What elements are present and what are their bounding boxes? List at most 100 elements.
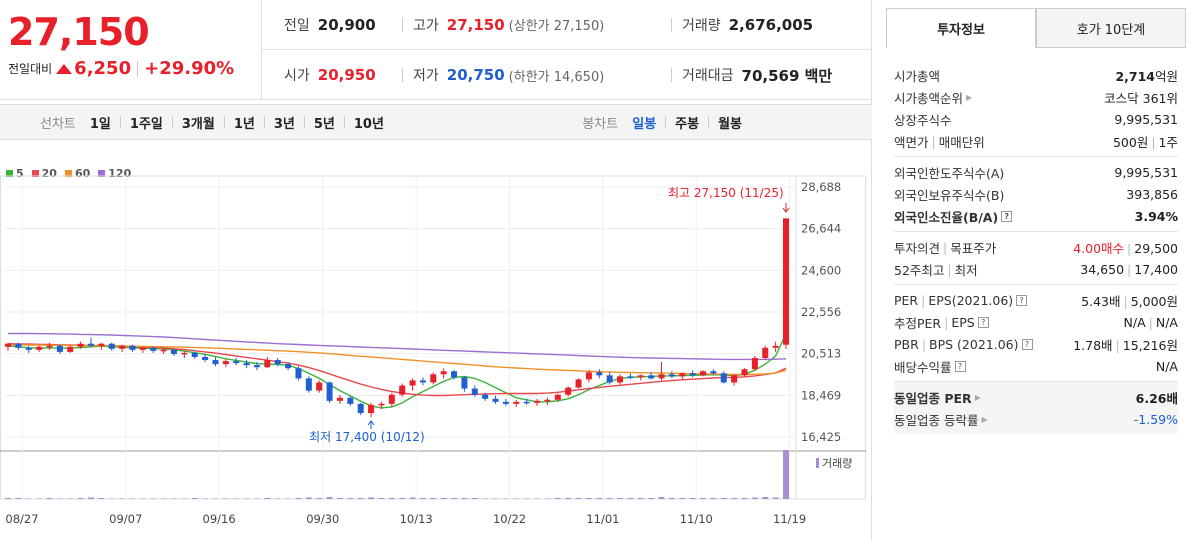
line-range-button-4[interactable]: 3년 — [273, 116, 295, 132]
candle-body — [399, 385, 406, 395]
volume-bar — [98, 498, 105, 499]
line-range-button-0[interactable]: 1일 — [89, 116, 111, 132]
line-range-button-6[interactable]: 10년 — [353, 116, 384, 132]
candle-body — [295, 368, 302, 379]
volume-bar — [378, 498, 385, 499]
price-summary: 전일 20,900 고가 27,150 (상한가 27,150) 거래량 2,6… — [262, 0, 872, 100]
candle-body — [534, 400, 541, 403]
help-icon[interactable]: ? — [1016, 294, 1028, 306]
help-icon[interactable]: ? — [1001, 210, 1013, 222]
legend-swatch — [6, 170, 13, 177]
candle-body — [378, 403, 385, 406]
max-arrow-icon — [782, 203, 790, 213]
x-tick-label: 11/10 — [680, 512, 713, 526]
volume-bar — [191, 498, 198, 499]
info-key-label: 상장주식수 — [894, 112, 952, 128]
legend-item[interactable]: 5 — [6, 167, 24, 180]
info-key: 추정PER | EPS? — [894, 313, 989, 332]
candle-body — [554, 394, 561, 400]
info-key-label: 추정PER — [894, 315, 942, 331]
legend-item[interactable]: 20 — [31, 167, 57, 180]
max-annotation: 최고 27,150 (11/25) — [668, 186, 784, 200]
candle-body — [212, 360, 219, 365]
candle-period-button-1[interactable]: 주봉 — [675, 116, 700, 132]
info-value: 6.26배 — [1136, 388, 1178, 407]
divider: | — [1115, 337, 1120, 353]
help-icon[interactable]: ? — [954, 360, 966, 372]
help-icon[interactable]: ? — [1021, 338, 1033, 350]
info-key: 시가총액순위 ▶ — [894, 88, 972, 107]
info-key-label[interactable]: 동일업종 PER — [894, 390, 972, 406]
price-chart[interactable]: 28,688 26,644 24,600 22,556 20,513 18,469 16,4… — [0, 140, 872, 540]
candle-period-button-2[interactable]: 월봉 — [718, 116, 742, 132]
chevron-right-icon[interactable]: ▶ — [981, 414, 988, 424]
ma-line-ma120 — [8, 332, 787, 361]
tab-investment-info[interactable]: 투자정보 — [886, 8, 1036, 48]
volume-bar — [617, 498, 624, 499]
volume-bar — [451, 498, 458, 499]
candle-period-button-0[interactable]: 일봉 — [632, 116, 657, 132]
volume-bar — [326, 497, 333, 499]
candle-body — [720, 373, 727, 383]
info-row: 외국인소진율(B/A)? 3.94% — [894, 205, 1178, 227]
info-value: 2,714억원 — [1115, 66, 1178, 85]
volume-bar — [388, 498, 395, 499]
legend-label: 5 — [16, 167, 24, 180]
candle-body — [87, 343, 94, 346]
divider — [708, 116, 710, 128]
volume-bar — [409, 497, 416, 499]
volume-bar — [336, 498, 343, 499]
candle-body — [575, 379, 582, 388]
candle-body — [181, 352, 188, 355]
y-tick-label: 24,600 — [801, 263, 841, 277]
candle-body — [108, 343, 115, 349]
candle-body — [202, 356, 209, 361]
info-key: 외국인한도주식수(A) — [894, 163, 1004, 182]
candle-body — [565, 387, 572, 395]
help-icon[interactable]: ? — [977, 316, 989, 328]
candle-body — [658, 374, 665, 379]
chevron-right-icon[interactable]: ▶ — [966, 92, 973, 102]
info-key: 배당수익률? — [894, 357, 966, 376]
info-value: 5.43배 | 5,000원 — [1081, 291, 1178, 310]
volume-bar — [679, 498, 686, 499]
info-key-label: 최저 — [954, 262, 978, 278]
legend-item[interactable]: 60 — [64, 167, 90, 180]
divider: | — [943, 239, 948, 255]
candle-body — [627, 376, 634, 378]
volume-bar — [668, 498, 675, 499]
info-key-label[interactable]: 시가총액순위 — [894, 90, 964, 106]
divider: | — [921, 336, 927, 352]
info-value-text: 29,500 — [1134, 240, 1178, 256]
y-tick-label: 20,513 — [801, 347, 841, 361]
info-group: 외국인한도주식수(A) 9,995,531 외국인보유주식수(B) 393,856 외국… — [894, 157, 1178, 232]
line-range-button-2[interactable]: 3개월 — [181, 116, 215, 132]
volume-bar — [565, 498, 572, 499]
info-group: 투자의견 | 목표주가 4.00매수 | 29,500 52주최고 | 최저 34,650 | 17,… — [894, 232, 1178, 285]
chart-toolbar: 선차트 1일 1주일 3개월 1년 3년 5년 10년 봉차트 일봉 주봉 월봉 — [0, 104, 872, 140]
info-key-label: EPS(2021.06) — [928, 292, 1014, 308]
divider — [343, 116, 345, 128]
candle-chart-label: 봉차트 — [582, 116, 619, 132]
line-range-button-1[interactable]: 1주일 — [129, 116, 163, 132]
info-key-label: 외국인보유주식수(B) — [894, 187, 1005, 203]
volume-bar — [689, 498, 696, 499]
divider — [171, 116, 173, 128]
line-range-button-3[interactable]: 1년 — [233, 116, 255, 132]
info-value-text: 코스닥 361위 — [1104, 90, 1178, 106]
chevron-right-icon[interactable]: ▶ — [974, 392, 981, 402]
info-value: 500원 | 1주 — [1113, 132, 1178, 151]
volume-bar — [77, 498, 84, 499]
candle-body — [222, 361, 229, 365]
info-value-text: 3.94% — [1134, 208, 1178, 224]
candle-body — [77, 343, 84, 347]
info-row: 동일업종 등락률 ▶ -1.59% — [894, 408, 1178, 430]
info-key-label[interactable]: 동일업종 등락률 — [894, 412, 979, 428]
candle-body — [461, 377, 468, 389]
tab-orderbook-10[interactable]: 호가 10단계 — [1036, 8, 1186, 48]
legend-swatch — [98, 170, 106, 177]
price-change: 전일대비 6,250 +29.90% — [8, 58, 234, 79]
change-percent: +29.90% — [144, 58, 235, 79]
line-range-button-5[interactable]: 5년 — [313, 116, 335, 132]
info-value-text: 500원 — [1112, 134, 1149, 150]
